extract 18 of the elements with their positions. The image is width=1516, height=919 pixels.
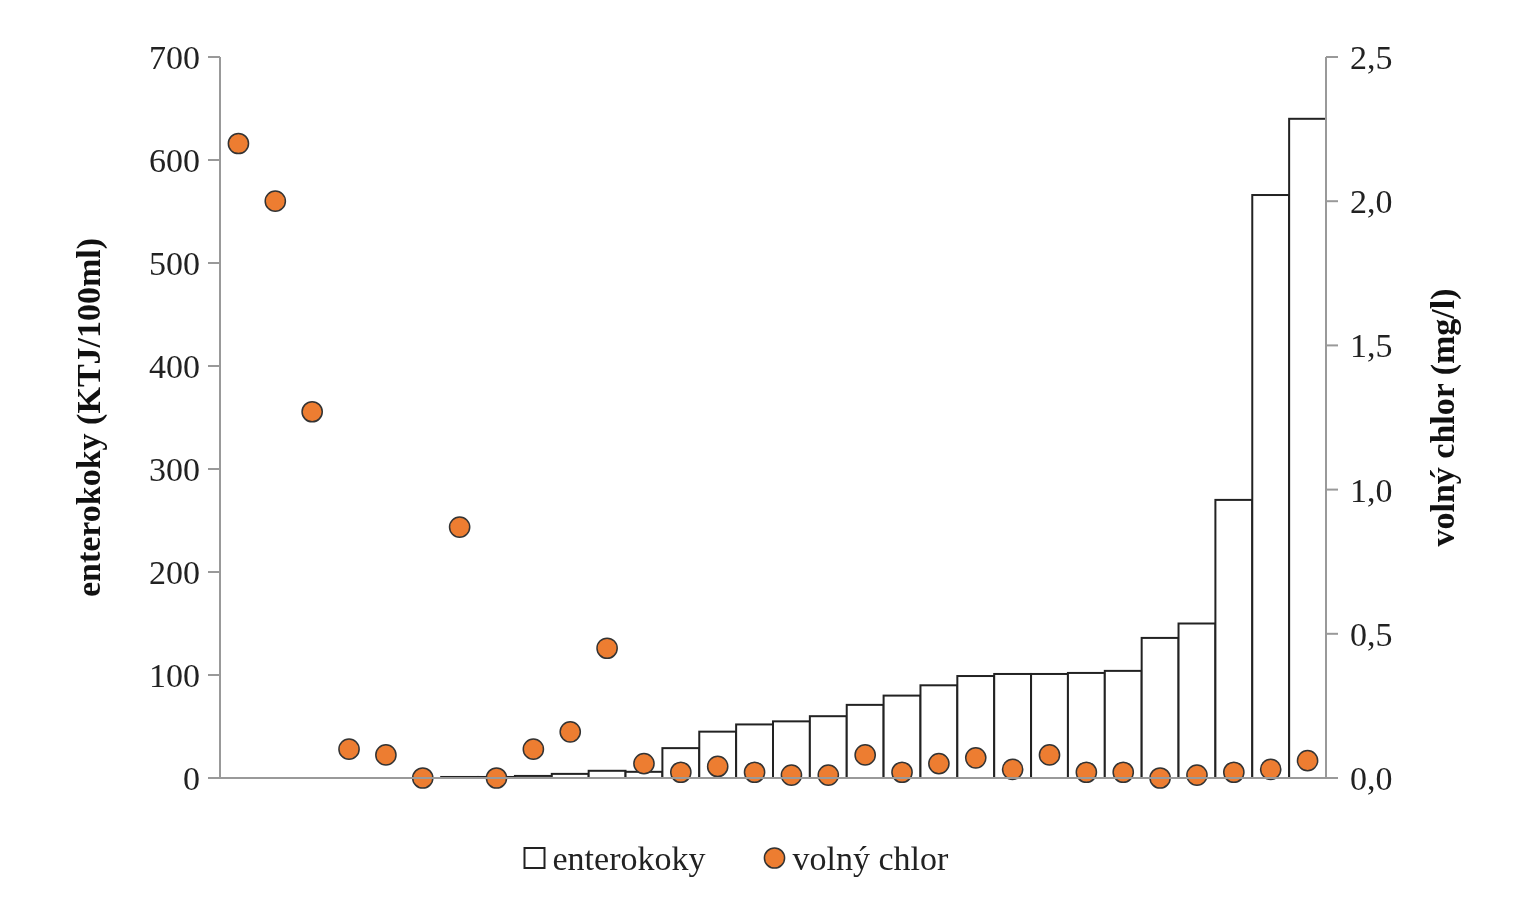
- y-tick-label: 500: [149, 244, 200, 282]
- y2-tick-label: 2,5: [1350, 38, 1393, 76]
- y2-axis-title: volný chlor (mg/l): [1424, 288, 1462, 547]
- y-tick-label: 400: [149, 347, 200, 385]
- y-tick-label: 0: [183, 759, 200, 797]
- y-tick-label: 100: [149, 656, 200, 694]
- y-tick-label: 200: [149, 553, 200, 591]
- y2-tick-label: 1,0: [1350, 471, 1393, 509]
- y2-tick-label: 0,5: [1350, 615, 1393, 653]
- legend-label: enterokoky: [552, 839, 706, 877]
- y-tick-label: 700: [149, 38, 200, 76]
- y-axis-title: enterokoky (KTJ/100ml): [70, 237, 108, 598]
- y-tick-label: 600: [149, 141, 200, 179]
- y2-tick-label: 2,0: [1350, 183, 1393, 221]
- y-tick-label: 300: [149, 450, 200, 488]
- y2-tick-label: 0,0: [1350, 759, 1393, 797]
- legend-label: volný chlor: [792, 839, 949, 877]
- y2-tick-label: 1,5: [1350, 327, 1393, 365]
